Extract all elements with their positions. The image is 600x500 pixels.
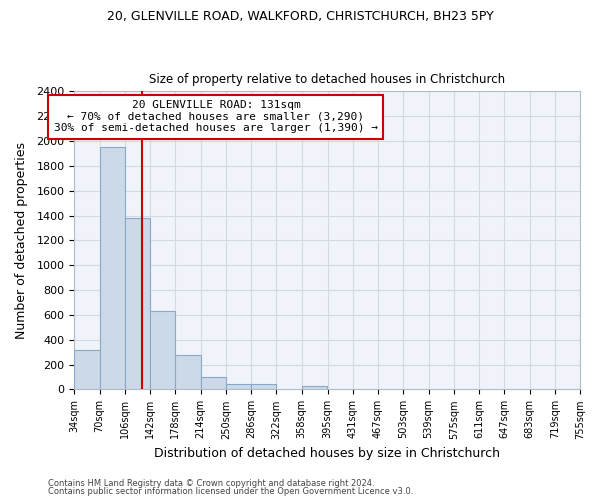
Bar [125, 218, 150, 390]
Bar [150, 311, 175, 390]
Text: 20 GLENVILLE ROAD: 131sqm
← 70% of detached houses are smaller (3,290)
30% of se: 20 GLENVILLE ROAD: 131sqm ← 70% of detac… [54, 100, 378, 134]
Y-axis label: Number of detached properties: Number of detached properties [15, 142, 28, 339]
X-axis label: Distribution of detached houses by size in Christchurch: Distribution of detached houses by size … [154, 447, 500, 460]
Bar [302, 386, 327, 390]
Bar [100, 147, 125, 390]
Bar [74, 350, 100, 390]
Text: 20, GLENVILLE ROAD, WALKFORD, CHRISTCHURCH, BH23 5PY: 20, GLENVILLE ROAD, WALKFORD, CHRISTCHUR… [107, 10, 493, 23]
Text: Contains public sector information licensed under the Open Government Licence v3: Contains public sector information licen… [48, 487, 413, 496]
Text: Contains HM Land Registry data © Crown copyright and database right 2024.: Contains HM Land Registry data © Crown c… [48, 478, 374, 488]
Bar [226, 384, 251, 390]
Bar [200, 377, 226, 390]
Bar [251, 384, 277, 390]
Title: Size of property relative to detached houses in Christchurch: Size of property relative to detached ho… [149, 73, 505, 86]
Bar [175, 354, 200, 390]
